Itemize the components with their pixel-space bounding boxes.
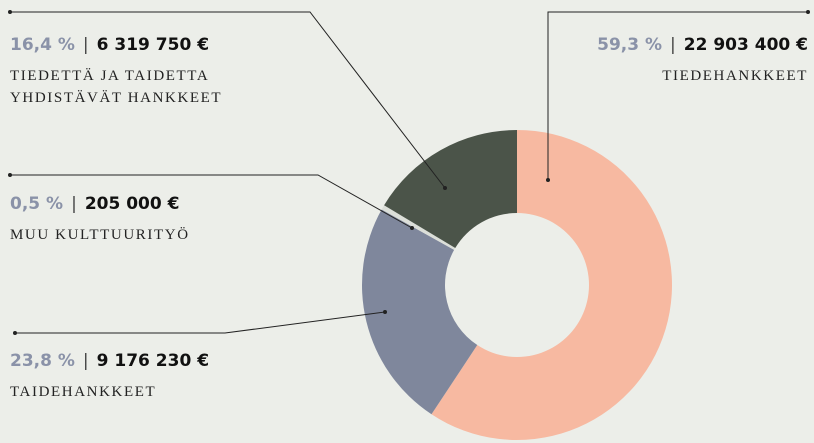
amount-label: 22 903 400 € [683, 35, 808, 55]
dot [13, 331, 17, 335]
amount-label: 9 176 230 € [96, 351, 210, 371]
category-label: TAIDEHANKKEET [10, 384, 157, 400]
dot [806, 10, 810, 14]
donut-segment [361, 209, 478, 415]
percent-label: 0,5 % [10, 194, 64, 214]
leader-lines [10, 11, 808, 334]
amount-label: 6 319 750 € [96, 35, 210, 55]
leader-line [10, 11, 446, 189]
percent-label: 16,4 % [10, 35, 75, 55]
dot [383, 310, 387, 314]
segment-label: 16,4 % | 6 319 750 € TIEDETTÄ JA TAIDETTA Y… [10, 34, 300, 109]
leader-line [15, 311, 386, 334]
value-row: 23,8 % | 9 176 230 € [10, 350, 209, 372]
category-label: TIEDEHANKKEET [662, 68, 808, 84]
separator: | [82, 35, 89, 55]
leader-line [547, 11, 808, 180]
segment-label: 0,5 % | 205 000 € MUU KULTTUURITYÖ [10, 193, 190, 246]
value-row: 0,5 % | 205 000 € [10, 193, 190, 215]
category-label: MUU KULTTUURITYÖ [10, 227, 190, 243]
separator: | [82, 351, 89, 371]
leader-line [10, 174, 413, 229]
dot [8, 173, 12, 177]
value-row: 16,4 % | 6 319 750 € [10, 34, 300, 56]
leader-dots [8, 10, 810, 335]
donut-segment [381, 205, 456, 250]
segment-label: 23,8 % | 9 176 230 € TAIDEHANKKEET [10, 350, 209, 403]
separator: | [71, 194, 77, 214]
dot [443, 186, 447, 190]
separator: | [670, 35, 676, 55]
dot [410, 226, 414, 230]
donut-segment [384, 130, 517, 248]
donut-segment [431, 130, 672, 440]
percent-label: 23,8 % [10, 351, 75, 371]
segment-label: 59,3 % | 22 903 400 € TIEDEHANKKEET [597, 34, 808, 87]
dot [546, 178, 550, 182]
value-row: 59,3 % | 22 903 400 € [597, 34, 808, 56]
amount-label: 205 000 € [84, 194, 180, 214]
category-label: TIEDETTÄ JA TAIDETTA YHDISTÄVÄT HANKKEET [10, 68, 223, 106]
dot [8, 10, 12, 14]
percent-label: 59,3 % [597, 35, 663, 55]
donut [361, 130, 672, 440]
